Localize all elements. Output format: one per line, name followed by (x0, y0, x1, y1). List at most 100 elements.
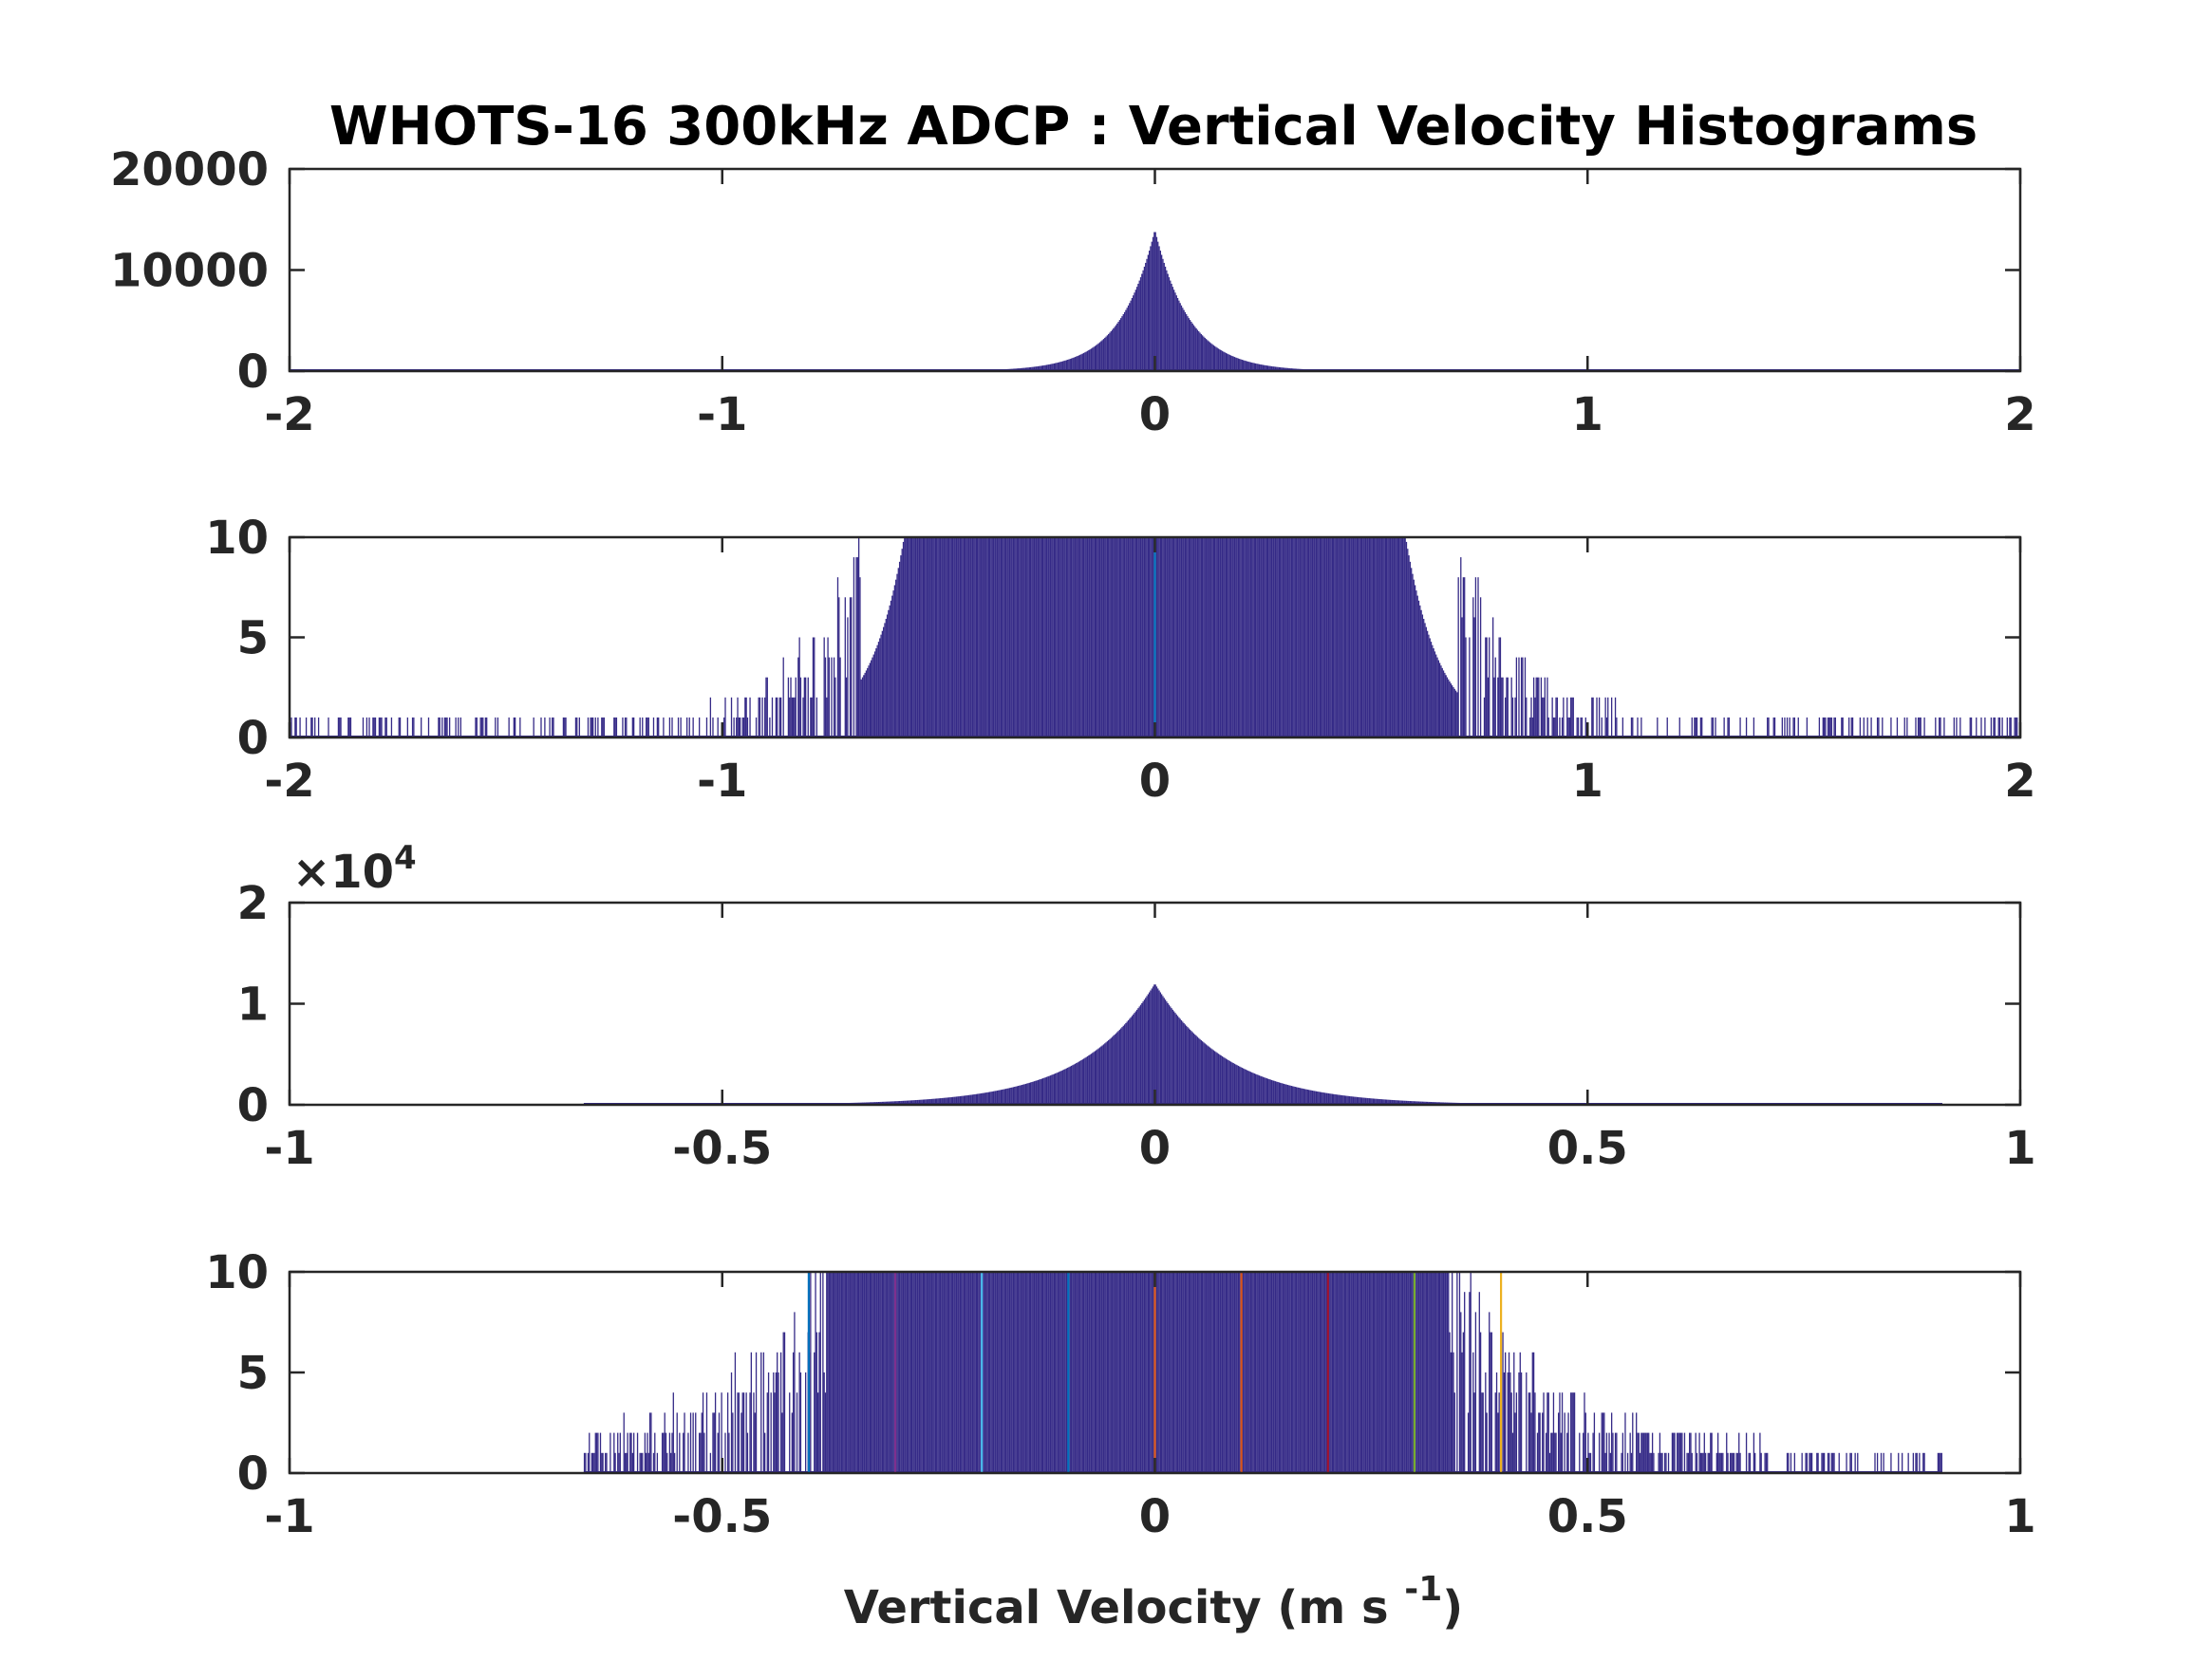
histogram-bar (1378, 537, 1380, 737)
histogram-bar (1172, 1272, 1174, 1473)
histogram-bar (1416, 1272, 1418, 1473)
histogram-bar (1048, 1272, 1050, 1473)
histogram-bar (1917, 717, 1920, 737)
histogram-bar (1667, 1452, 1670, 1473)
histogram-bar (1323, 1272, 1326, 1473)
histogram-bar (1057, 362, 1059, 371)
histogram-bar (1351, 1272, 1353, 1473)
histogram-bar (1403, 1100, 1405, 1105)
histogram-bar (933, 1272, 935, 1473)
histogram-bar (709, 697, 712, 737)
histogram-bar (1346, 1272, 1348, 1473)
histogram-bar (1090, 1272, 1093, 1473)
histogram-bar (1373, 537, 1376, 737)
histogram-bar (1092, 1053, 1094, 1105)
histogram-bar (1401, 537, 1404, 737)
histogram-bar (709, 1452, 712, 1473)
histogram-bar (984, 1092, 986, 1105)
histogram-bar (957, 1096, 959, 1105)
histogram-bar (1340, 1272, 1342, 1473)
histogram-bar (1159, 251, 1162, 371)
histogram-bar (1059, 362, 1061, 371)
histogram-bar (1028, 1272, 1030, 1473)
histogram-bar (798, 637, 800, 737)
histogram-bar (982, 1092, 984, 1105)
histogram-bar (1006, 1272, 1008, 1473)
histogram-bar (1976, 717, 1978, 737)
histogram-bar (871, 1272, 872, 1473)
histogram-bar (936, 1098, 938, 1105)
histogram-bar (1630, 1452, 1633, 1473)
histogram-bar (1432, 1272, 1434, 1473)
histogram-bar (1196, 537, 1199, 737)
histogram-bar (1464, 577, 1466, 737)
histogram-bar (1146, 537, 1148, 737)
histogram-bar (1033, 537, 1036, 737)
histogram-bar (885, 619, 887, 737)
histogram-bar (647, 717, 649, 737)
histogram-bar (849, 597, 852, 737)
histogram-bar (1161, 537, 1163, 737)
histogram-bar (1212, 1272, 1214, 1473)
histogram-bar (1133, 1014, 1134, 1105)
histogram-bar (1141, 537, 1143, 737)
histogram-bar (1331, 1272, 1334, 1473)
histogram-bar (1434, 1272, 1436, 1473)
histogram-bar (1180, 1272, 1183, 1473)
histogram-bar (1268, 1272, 1270, 1473)
histogram-bar (448, 717, 451, 737)
histogram-bar (1244, 537, 1246, 737)
histogram-bar (1076, 1272, 1078, 1473)
histogram-bar (934, 1098, 937, 1105)
histogram-bar (1790, 1452, 1792, 1473)
histogram-bar (730, 1372, 733, 1473)
histogram-bar (1305, 1272, 1307, 1473)
histogram-bar (1040, 1078, 1042, 1105)
histogram-bar (1064, 360, 1066, 371)
histogram-bar (1131, 1016, 1134, 1105)
histogram-bar (945, 1097, 947, 1105)
histogram-bar (1178, 537, 1180, 737)
histogram-bar (1164, 537, 1167, 737)
histogram-bar (1074, 537, 1077, 737)
histogram-bar (845, 1272, 848, 1473)
histogram-bar (1072, 1065, 1074, 1105)
histogram-bar (1096, 1050, 1097, 1105)
histogram-bar (1632, 1412, 1634, 1473)
histogram-bar (979, 537, 981, 737)
histogram-bar (1379, 537, 1381, 737)
histogram-bar (1017, 1272, 1020, 1473)
histogram-bar (1155, 986, 1158, 1105)
histogram-bar (1352, 1272, 1355, 1473)
histogram-bar (1063, 537, 1065, 737)
histogram-bar (847, 1272, 849, 1473)
histogram-bar (1465, 637, 1467, 737)
histogram-bar (1561, 717, 1564, 737)
histogram-bar (1104, 1043, 1106, 1105)
histogram-bar (1116, 537, 1118, 737)
histogram-bar (1126, 308, 1128, 371)
histogram-bar (992, 1272, 995, 1473)
histogram-bar (1326, 537, 1328, 737)
histogram-bar (381, 717, 383, 737)
histogram-bar (908, 1272, 909, 1473)
histogram-bar (970, 537, 972, 737)
histogram-bar (1703, 1432, 1705, 1473)
y-tick-label: 10000 (110, 245, 269, 298)
histogram-bar (929, 1098, 931, 1105)
histogram-bar (1285, 1272, 1287, 1473)
histogram-bar (1806, 717, 1809, 737)
histogram-bar (888, 609, 890, 737)
histogram-bar (1573, 1392, 1576, 1473)
histogram-bar (1371, 1272, 1373, 1473)
histogram-bar (1155, 1272, 1158, 1473)
histogram-bar (810, 1272, 812, 1473)
histogram-bar (1554, 1432, 1556, 1473)
histogram-bar (1327, 1092, 1330, 1105)
histogram-bar (1179, 537, 1181, 737)
figure-title: WHOTS-16 300kHz ADCP : Vertical Velocity… (329, 96, 1978, 158)
histogram-bar (1203, 1272, 1205, 1473)
histogram-bar (1008, 1088, 1011, 1105)
histogram-bar (1363, 1272, 1365, 1473)
histogram-bar (680, 717, 682, 737)
